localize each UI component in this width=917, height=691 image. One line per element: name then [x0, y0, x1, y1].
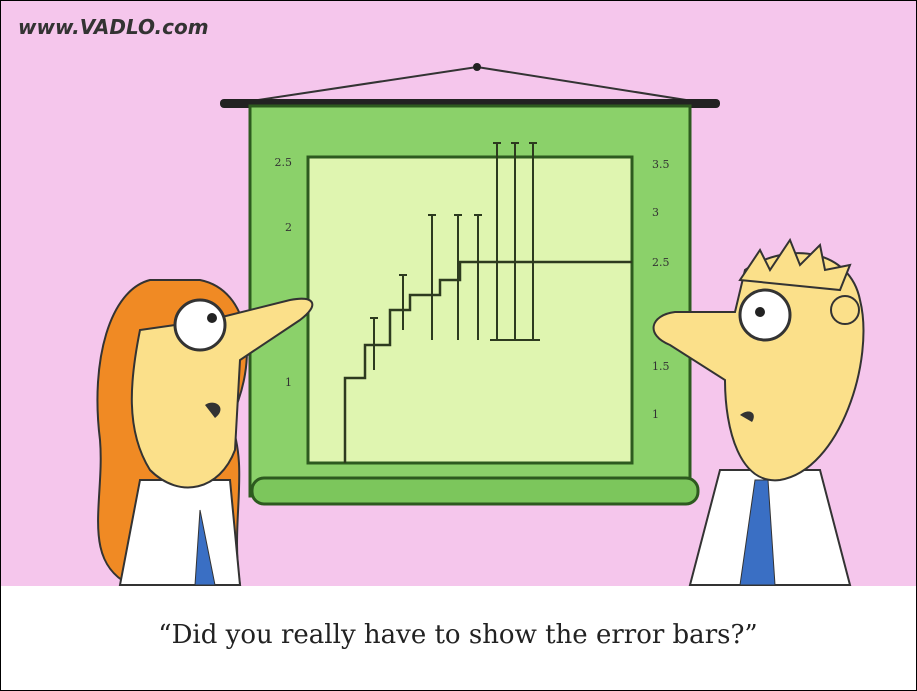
- man-pupil: [755, 307, 765, 317]
- watermark: www.VADLO.com: [18, 15, 209, 39]
- poster-roll: [252, 478, 698, 504]
- woman-coat: [120, 480, 240, 585]
- man-eye: [740, 290, 790, 340]
- poster-tick-label: 1.5: [652, 360, 670, 373]
- cartoon: www.VADLO.com 2.5 2 1 3.5 3 2.5 1.5 1 “Did you …: [0, 0, 917, 691]
- poster-tick-label: 2.5: [652, 256, 670, 269]
- cartoon-image: www.VADLO.com 2.5 2 1 3.5 3 2.5 1.5 1 “Did you …: [0, 0, 917, 691]
- woman-eye: [175, 300, 225, 350]
- poster-tick-label: 2: [285, 221, 292, 234]
- nail: [473, 63, 481, 71]
- plot-area: [308, 157, 632, 463]
- poster-tick-label: 1: [652, 408, 659, 421]
- poster-tick-label: 3.5: [652, 158, 670, 171]
- woman-pupil: [207, 313, 217, 323]
- man-ear: [831, 296, 859, 324]
- poster-tick-label: 2.5: [275, 156, 293, 169]
- poster-tick-label: 3: [652, 206, 659, 219]
- caption: “Did you really have to show the error b…: [158, 620, 757, 650]
- poster-tick-label: 1: [285, 376, 292, 389]
